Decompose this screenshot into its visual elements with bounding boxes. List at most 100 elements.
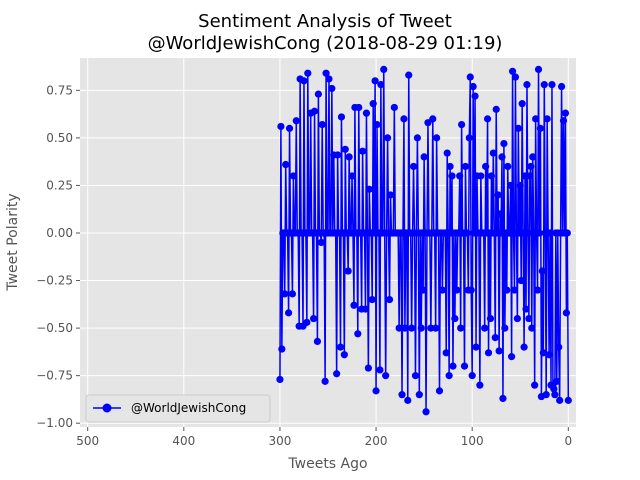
data-point (530, 229, 538, 237)
data-point (296, 75, 304, 83)
data-point (398, 391, 406, 399)
y-tick-label: 0.25 (46, 178, 73, 192)
data-point (333, 370, 341, 378)
data-point (481, 324, 489, 332)
data-point (292, 117, 300, 125)
data-point (438, 286, 446, 294)
data-point (364, 364, 372, 372)
data-point (470, 229, 478, 237)
data-point (562, 309, 570, 317)
data-point (318, 120, 326, 129)
data-point (408, 324, 416, 332)
data-point (362, 109, 371, 117)
data-point (537, 392, 546, 401)
data-point (448, 172, 456, 180)
data-series (276, 65, 572, 416)
data-point (552, 229, 560, 237)
data-point (487, 172, 496, 180)
chart-title-line-1: Sentiment Analysis of Tweet (198, 11, 452, 32)
data-point (358, 305, 366, 313)
data-point (492, 105, 500, 113)
data-point (442, 349, 450, 357)
data-point (508, 353, 516, 361)
data-point (285, 124, 294, 132)
data-point (376, 366, 384, 374)
data-point (491, 334, 499, 342)
chart-title-line-2: @WorldJewishCong (2018-08-29 01:19) (148, 33, 503, 54)
data-point (279, 229, 287, 237)
data-point (482, 162, 490, 171)
data-point (460, 362, 469, 370)
data-point (523, 81, 531, 89)
data-point (413, 134, 421, 142)
data-point (531, 381, 539, 389)
data-point (325, 75, 333, 83)
data-point (435, 387, 444, 395)
data-point (548, 81, 556, 89)
data-point (538, 267, 546, 275)
data-point (314, 90, 322, 98)
x-axis-ticks: 500 400 300 200 100 0 (76, 427, 572, 448)
data-point (424, 119, 432, 127)
data-point (503, 286, 511, 294)
data-point (534, 65, 543, 74)
data-point (313, 337, 322, 346)
data-point (495, 347, 503, 355)
data-point (529, 153, 537, 161)
data-point (386, 191, 395, 199)
x-tick-label: 300 (268, 434, 291, 448)
data-point (516, 181, 524, 190)
data-point (278, 345, 286, 353)
data-point (476, 381, 484, 389)
data-point (520, 343, 528, 351)
data-point (288, 290, 297, 298)
x-tick-label: 200 (365, 434, 388, 448)
data-point (377, 81, 385, 89)
data-point (385, 295, 394, 304)
data-point (369, 100, 377, 108)
data-point (532, 115, 540, 123)
data-point (468, 372, 476, 380)
data-point (498, 153, 506, 161)
data-point (307, 109, 315, 117)
data-point (417, 324, 425, 332)
data-point (540, 81, 548, 89)
data-point (340, 351, 348, 359)
x-tick-label: 0 (564, 434, 572, 448)
data-point (469, 82, 477, 91)
data-point (354, 330, 362, 338)
data-point (429, 115, 437, 123)
data-point (380, 65, 388, 74)
data-point (510, 286, 519, 294)
data-point (322, 69, 330, 77)
data-point (365, 185, 373, 193)
data-point (533, 286, 542, 294)
data-point (545, 351, 553, 359)
legend-box (85, 394, 271, 423)
x-tick-label: 500 (76, 434, 99, 448)
data-point (359, 147, 367, 155)
data-point (344, 267, 352, 275)
data-point (559, 117, 568, 125)
x-tick-label: 400 (172, 434, 195, 448)
y-axis-label: Tweet Polarity (5, 193, 21, 291)
data-point (511, 73, 520, 81)
data-point (348, 172, 356, 180)
y-tick-label: 0.75 (46, 83, 73, 97)
data-point (411, 372, 420, 380)
data-point (337, 113, 346, 121)
data-point (471, 92, 479, 100)
data-point (555, 343, 563, 351)
legend: @WorldJewishCong (85, 394, 271, 423)
data-point (384, 134, 392, 142)
data-point (517, 276, 525, 285)
data-point (282, 160, 290, 169)
data-point (527, 162, 535, 171)
data-point (483, 115, 492, 123)
data-point (345, 153, 353, 161)
x-axis-label: Tweets Ago (287, 456, 367, 472)
data-point (504, 162, 512, 171)
data-point (443, 149, 451, 157)
data-point (390, 103, 398, 112)
data-point (419, 286, 427, 294)
